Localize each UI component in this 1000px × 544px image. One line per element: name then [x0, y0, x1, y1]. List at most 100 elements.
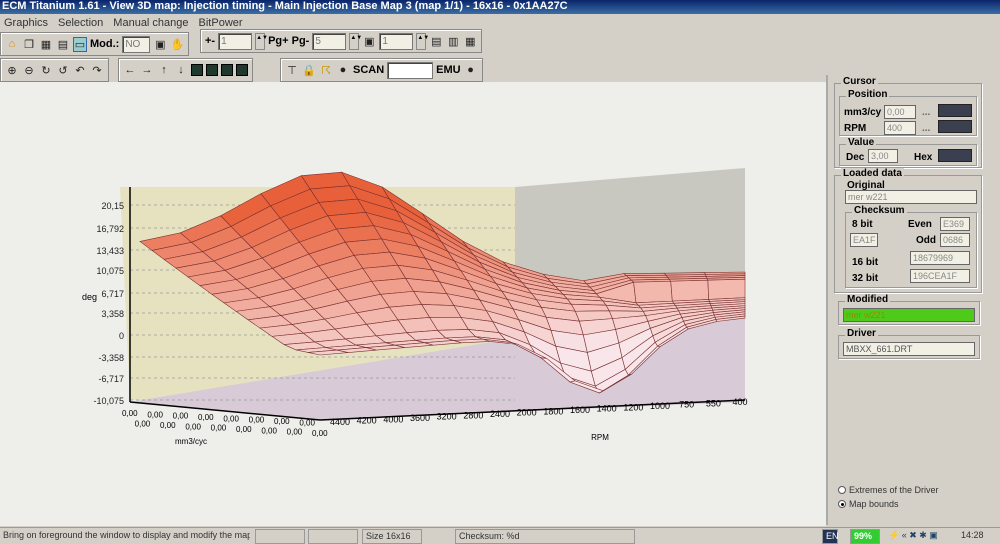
plusminus-label: +- — [205, 35, 216, 47]
arrow-up-icon[interactable]: ↑ — [161, 64, 167, 76]
rpm-axis-label: RPM — [591, 433, 609, 442]
window-icon[interactable]: ▭ — [73, 36, 87, 52]
driver-title: Driver — [845, 328, 878, 339]
select-col-icon[interactable] — [221, 64, 233, 76]
modified-field: mer w221 — [843, 308, 975, 322]
plusminus-field[interactable]: 1 — [218, 32, 253, 50]
mm3-tick-label: 0,00 — [160, 421, 176, 430]
driver-group: Driver MBXX_661.DRT — [838, 328, 980, 359]
hand-icon[interactable]: ✋ — [170, 38, 185, 51]
emu-label: EMU — [436, 64, 461, 76]
z-tick-label: 20,15 — [101, 201, 124, 211]
mm3-axis — [129, 401, 321, 421]
language-indicator[interactable]: EN — [822, 529, 839, 544]
chart-area[interactable]: 20,15 16,792 13,433 10,075 6,717 3,358 0 -3,358… — [0, 82, 826, 526]
plusminus-spinner[interactable]: ▲▼ — [255, 32, 268, 50]
mm3-field[interactable]: 0,00 — [884, 105, 916, 119]
rpm-tick-label: 4400 — [330, 417, 350, 427]
z-tick-label: 13,433 — [96, 246, 124, 256]
rpm-tick-label: 2000 — [517, 408, 537, 418]
position-group: Position mm3/cy 0,00 ... RPM 400 ... — [839, 89, 977, 136]
lock-icon[interactable]: 🔒 — [302, 64, 316, 77]
menu-graphics[interactable]: Graphics — [4, 17, 49, 29]
mm3-tick-label: 0,00 — [274, 417, 290, 426]
zoom-out-icon[interactable]: ⊖ — [24, 64, 34, 77]
rpm-tick-label: 3200 — [437, 412, 457, 422]
radio-label: Map bounds — [849, 499, 899, 509]
arrow-right-icon[interactable]: → — [141, 64, 153, 76]
select-row-icon[interactable] — [206, 64, 218, 76]
rpm-tick-label: 4000 — [383, 414, 403, 424]
toolbar-scan: ⊤ 🔒 ☈ ● SCAN EMU ● — [280, 58, 483, 82]
radio-extremes-driver[interactable]: Extremes of the Driver — [838, 485, 939, 495]
arrow-down-icon[interactable]: ↓ — [178, 64, 184, 76]
menu-bitpower[interactable]: BitPower — [198, 17, 243, 29]
arrow-left-icon[interactable]: ← — [124, 64, 136, 76]
copy-icon[interactable]: ❐ — [24, 38, 34, 51]
p-icon[interactable]: ▣ — [364, 35, 375, 48]
redo-icon[interactable]: ↷ — [92, 64, 102, 77]
rpm-field[interactable]: 400 — [884, 121, 916, 135]
radio-button[interactable] — [838, 500, 846, 508]
bit16-field: 18679969 — [910, 251, 970, 265]
mm3-tick-label: 0,00 — [236, 425, 252, 434]
rpm-tick-label: 550 — [706, 398, 721, 408]
radio-map-bounds[interactable]: Map bounds — [838, 499, 899, 509]
runner-icon[interactable]: ☈ — [321, 64, 331, 77]
surface-chart[interactable]: 20,15 16,792 13,433 10,075 6,717 3,358 0 -3,358… — [0, 82, 826, 526]
record-icon[interactable]: ● — [339, 64, 347, 76]
rpm-tick-label: 1200 — [623, 402, 643, 412]
pg-field[interactable]: 5 — [312, 32, 347, 50]
toolbar-step: +- 1 ▲▼ Pg+ Pg- 5 ▲▼ ▣ 1 ▲▼ ▤ ▥ ▦ — [200, 29, 483, 53]
zoom-in-icon[interactable]: ⊕ — [7, 64, 17, 77]
mod-field[interactable]: NO — [122, 35, 151, 53]
original-title: Original — [845, 180, 887, 191]
original-field: mer w221 — [845, 190, 977, 204]
pg-spinner[interactable]: ▲▼ — [349, 32, 362, 50]
mm3-tick-label: 0,00 — [185, 422, 201, 431]
undo-icon[interactable]: ↶ — [75, 64, 85, 77]
dec-view-icon[interactable]: ▦ — [465, 35, 476, 48]
select-all-icon[interactable] — [236, 64, 248, 76]
menu-selection[interactable]: Selection — [58, 17, 104, 29]
battery-indicator[interactable]: 99% — [850, 529, 880, 544]
side-panel: Cursor Position mm3/cy 0,00 ... RPM 400 … — [826, 75, 986, 525]
toolbar-nav: ← → ↑ ↓ — [118, 58, 253, 82]
dec-field[interactable]: 3,00 — [868, 149, 898, 163]
scan-label: SCAN — [353, 64, 385, 76]
rpm-tick-label: 2800 — [463, 410, 483, 420]
scan-select[interactable] — [387, 61, 434, 79]
tray-icons[interactable]: ⚡ « ✖ ✱ ▣ — [888, 530, 938, 540]
pg-label: Pg+ Pg- — [268, 35, 310, 47]
loaded-data-group: Loaded data Original mer w221 Checksum 8… — [834, 168, 982, 293]
radio-button[interactable] — [838, 486, 846, 494]
mod-label: Mod.: — [90, 38, 120, 50]
odd-field: 0686 — [940, 233, 970, 247]
rpm-tick-label: 3600 — [410, 413, 430, 423]
home-icon[interactable]: ⌂ — [8, 38, 16, 50]
filter-icon[interactable]: ⊤ — [287, 64, 297, 77]
p-spinner[interactable]: ▲▼ — [416, 32, 429, 50]
menu-manual-change[interactable]: Manual change — [113, 17, 189, 29]
menu-bar: Graphics Selection Manual change BitPowe… — [0, 15, 243, 31]
status-hint: Bring on foreground the window to displa… — [3, 530, 250, 540]
checksum-group: Checksum 8 bit EA1F Even E369 Odd 0686 1… — [845, 205, 977, 288]
loaded-title: Loaded data — [841, 168, 904, 179]
p-field[interactable]: 1 — [379, 32, 414, 50]
mm3-dots: ... — [922, 107, 931, 118]
rotate-ccw-icon[interactable]: ↺ — [58, 64, 68, 77]
z-tick-label: -10,075 — [93, 396, 124, 406]
table-view-icon[interactable]: ▤ — [431, 35, 442, 48]
select-block-icon[interactable] — [191, 64, 203, 76]
bit32-label: 32 bit — [852, 273, 879, 284]
rotate-cw-icon[interactable]: ↻ — [41, 64, 51, 77]
emu-record-icon[interactable]: ● — [467, 64, 474, 76]
mm3-tick-label: 0,00 — [299, 418, 315, 427]
toolbar-file: ⌂ ❐ ▦ ▤ ▭ Mod.: NO ▣ ✋ — [0, 32, 190, 56]
grid-icon[interactable]: ▤ — [57, 38, 69, 51]
hex-view-icon[interactable]: ▥ — [448, 35, 459, 48]
table-icon[interactable]: ▦ — [40, 38, 52, 51]
map-icon[interactable]: ▣ — [155, 38, 166, 51]
surface-cell — [570, 303, 610, 312]
radio-label: Extremes of the Driver — [849, 485, 939, 495]
